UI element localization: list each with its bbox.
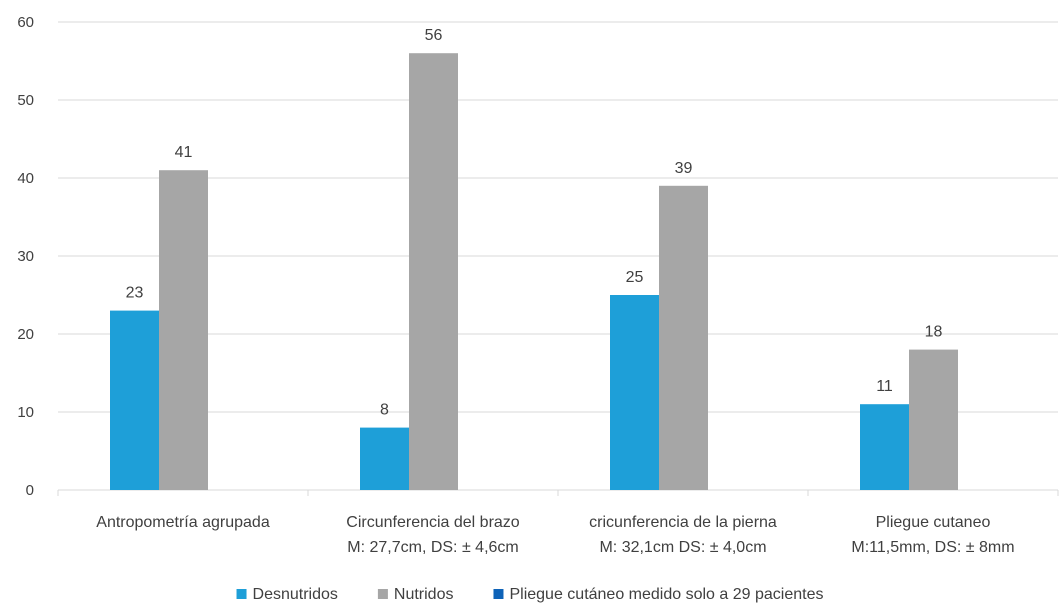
- y-tick-label-40: 40: [17, 170, 34, 187]
- y-tick-label-10: 10: [17, 404, 34, 421]
- y-tick-label-50: 50: [17, 92, 34, 109]
- data-label-nutridos-3: 18: [925, 324, 943, 341]
- data-label-nutridos-0: 41: [175, 144, 193, 161]
- category-label-1-line-1: M: 27,7cm, DS: ± 4,6cm: [347, 539, 519, 556]
- data-label-desnutridos-0: 23: [126, 285, 144, 302]
- legend-swatch-0: [236, 589, 247, 599]
- category-label-0-line-0: Antropometría agrupada: [96, 514, 270, 531]
- data-label-nutridos-1: 56: [425, 27, 443, 44]
- y-tick-label-20: 20: [17, 326, 34, 343]
- bar-desnutridos-1: [360, 427, 409, 490]
- data-label-nutridos-2: 39: [675, 160, 693, 177]
- y-tick-label-60: 60: [17, 14, 34, 31]
- bar-desnutridos-0: [110, 310, 159, 490]
- bar-nutridos-2: [659, 185, 708, 491]
- data-label-desnutridos-2: 25: [626, 269, 644, 286]
- axes: 0 10 20 30 40 50 60: [17, 14, 1059, 499]
- bar-desnutridos-2: [610, 295, 659, 490]
- bar-desnutridos-3: [860, 404, 909, 490]
- legend-swatch-1: [377, 589, 388, 599]
- legend-swatch-2: [493, 589, 504, 599]
- category-label-3-line-1: M:11,5mm, DS: ± 8mm: [851, 539, 1014, 556]
- category-label-2-line-0: cricunferencia de la pierna: [589, 514, 777, 531]
- y-tick-label-0: 0: [26, 482, 34, 499]
- bar-nutridos-0: [159, 170, 208, 490]
- bars: [110, 53, 958, 491]
- legend-label-1: Nutridos: [394, 586, 454, 603]
- labels: 23 41 Antropometría agrupada 8 56 Circunferen…: [96, 27, 1014, 556]
- legend-label-2: Pliegue cutáneo medido solo a 29 pacient…: [509, 586, 823, 603]
- bar-nutridos-1: [409, 53, 458, 490]
- y-tick-label-30: 30: [17, 248, 34, 265]
- category-label-3-line-0: Pliegue cutaneo: [876, 514, 991, 531]
- category-label-1-line-0: Circunferencia del brazo: [346, 514, 520, 531]
- bar-nutridos-3: [909, 349, 958, 490]
- legend: Desnutridos Nutridos Pliegue cutáneo medid…: [236, 586, 823, 603]
- data-label-desnutridos-1: 8: [380, 402, 389, 419]
- data-label-desnutridos-3: 11: [876, 378, 893, 395]
- category-label-2-line-1: M: 32,1cm DS: ± 4,0cm: [599, 539, 766, 556]
- legend-label-0: Desnutridos: [253, 586, 338, 603]
